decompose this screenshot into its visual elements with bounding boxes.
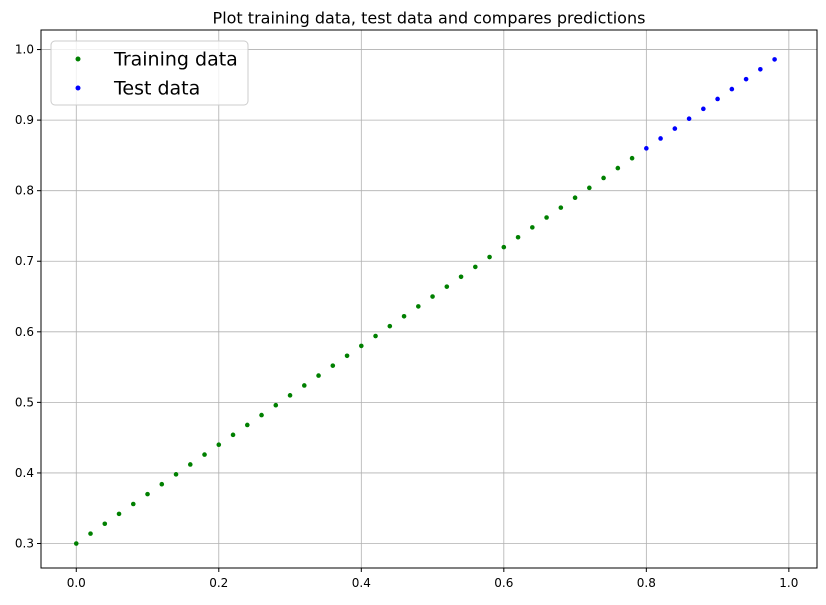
- x-tick-label: 0.6: [494, 576, 513, 590]
- test-data-point: [658, 136, 663, 141]
- chart-title: Plot training data, test data and compar…: [213, 9, 646, 28]
- test-data-point: [644, 146, 649, 151]
- legend-marker-training-data: [75, 56, 81, 62]
- x-tick-label: 0.0: [67, 576, 86, 590]
- legend: Training data Test data: [50, 40, 249, 106]
- training-data-point: [102, 521, 108, 527]
- training-data-point: [515, 234, 521, 240]
- x-tick-label: 0.2: [209, 576, 228, 590]
- training-data-point: [159, 481, 165, 487]
- training-data-point: [401, 313, 407, 319]
- x-tick-label: 1.0: [779, 576, 798, 590]
- training-data-point: [145, 491, 150, 497]
- legend-label-test-data: Test data: [113, 78, 200, 100]
- training-data-point: [530, 225, 535, 230]
- training-data-point: [202, 452, 207, 457]
- test-data-point: [772, 57, 777, 62]
- training-data-point: [487, 254, 492, 260]
- training-data-point: [587, 185, 592, 191]
- training-data-point: [373, 333, 378, 339]
- legend-marker-test-data: [75, 85, 81, 91]
- y-tick-label: 0.8: [15, 184, 34, 198]
- training-data-point: [344, 353, 350, 359]
- training-data-point: [544, 215, 549, 220]
- training-data-point: [330, 363, 336, 368]
- training-data-point: [216, 442, 222, 448]
- y-tick-label: 0.4: [15, 466, 34, 480]
- y-tick-label: 1.0: [15, 43, 34, 57]
- y-tick-label: 0.3: [15, 537, 34, 551]
- training-data-point: [558, 205, 564, 210]
- legend-box: [50, 40, 249, 106]
- training-data-point: [316, 373, 321, 378]
- test-data-point: [686, 116, 692, 122]
- training-data-point: [444, 284, 450, 289]
- test-data-point: [743, 76, 749, 82]
- training-data-point: [259, 412, 264, 418]
- y-tick-label: 0.5: [15, 395, 34, 409]
- test-data-point: [729, 86, 735, 92]
- training-data-point: [601, 175, 606, 181]
- y-tick-label: 0.7: [15, 254, 34, 268]
- training-data-point: [230, 432, 236, 438]
- training-data-point: [273, 402, 279, 408]
- training-data-point: [458, 274, 464, 280]
- training-data-point: [430, 294, 435, 299]
- test-data-point: [701, 106, 706, 112]
- y-tick-label: 0.9: [15, 113, 34, 127]
- grid: [41, 30, 817, 568]
- training-data-point: [416, 304, 421, 309]
- x-axis: 0.0 0.2 0.4 0.6 0.8 1.0: [67, 568, 798, 590]
- training-data-point: [130, 501, 136, 507]
- training-data-point: [301, 383, 307, 388]
- training-data-point: [501, 244, 507, 250]
- training-data-point: [287, 393, 293, 398]
- y-axis: 0.3 0.4 0.5 0.6 0.7 0.8 0.9 1.0: [15, 43, 41, 551]
- training-data-point: [244, 422, 250, 428]
- training-data-point: [629, 155, 635, 161]
- points: [73, 57, 777, 546]
- y-tick-label: 0.6: [15, 325, 34, 339]
- training-data-point: [116, 511, 122, 517]
- x-tick-label: 0.8: [637, 576, 656, 590]
- training-data-point: [387, 323, 393, 329]
- x-tick-label: 0.4: [352, 576, 371, 590]
- legend-label-training-data: Training data: [113, 49, 238, 71]
- training-data-point: [615, 165, 621, 171]
- test-data-point: [758, 67, 763, 72]
- training-data-point: [572, 195, 578, 201]
- training-data-point: [473, 264, 478, 270]
- training-data-point: [359, 343, 364, 349]
- test-data-point: [715, 96, 720, 102]
- plot-frame: [40, 29, 818, 569]
- training-data-point: [187, 462, 193, 467]
- test-data-point: [672, 126, 678, 131]
- training-data-point: [88, 531, 93, 536]
- training-data-point: [73, 541, 79, 546]
- training-data-point: [173, 472, 179, 477]
